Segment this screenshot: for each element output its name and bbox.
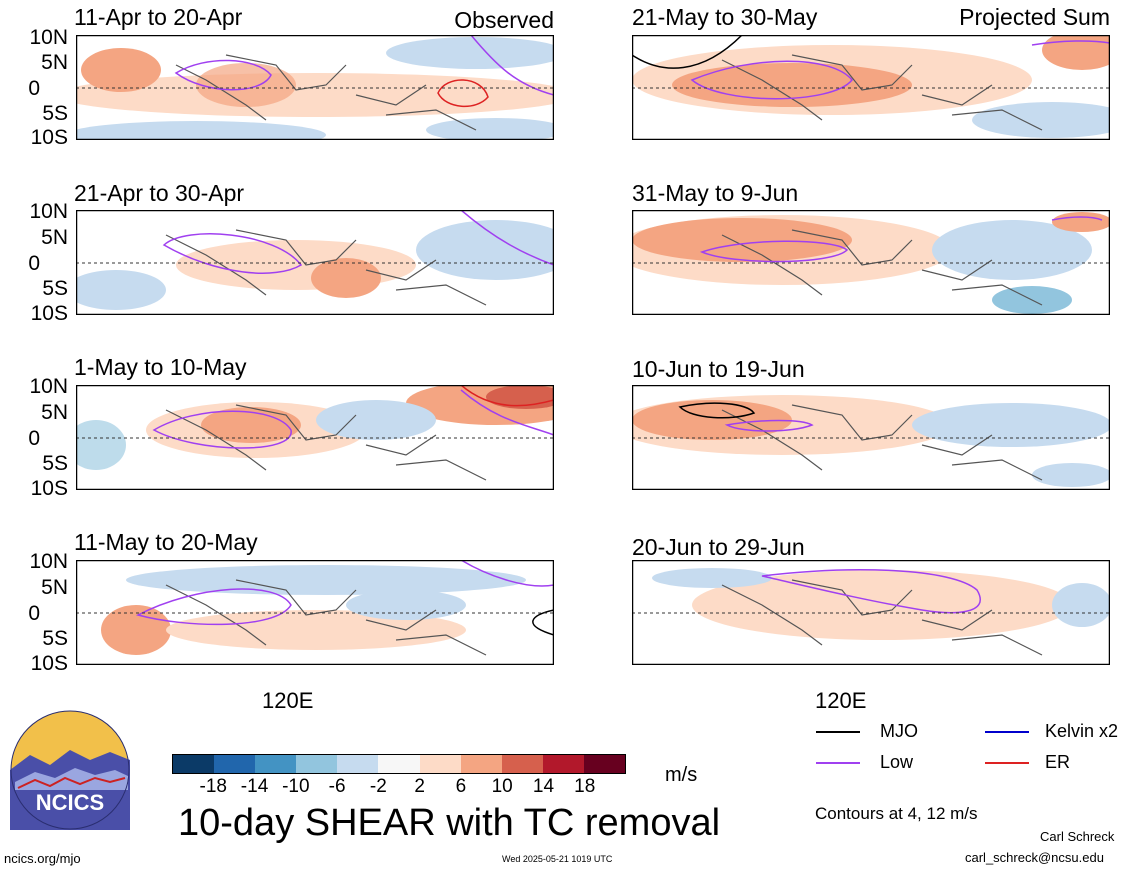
legend-label-kelvin: Kelvin x2 [1045,721,1119,741]
map-panel-31may [632,210,1110,315]
x-axis-label: 120E [262,688,314,713]
colorbar-tick-label: 18 [574,776,596,797]
colorbar-swatch [296,755,338,773]
footer-author: Carl Schreck [1040,829,1115,844]
y-tick-label: 5N [41,51,68,74]
map-panel-21apr [76,210,554,315]
y-tick-label: 5S [42,102,68,125]
y-tick-label: 5N [41,576,68,599]
footer-timestamp: Wed 2025-05-21 1019 UTC [502,854,613,864]
map-panel-21may [632,35,1110,140]
colorbar-swatch [583,755,626,773]
y-tick-label: 10N [29,200,68,223]
y-tick-label: 5S [42,627,68,650]
panel-title: 10-Jun to 19-Jun [632,356,805,382]
legend-label-low: Low [880,752,914,772]
colorbar [172,754,626,774]
y-tick-label: 0 [28,427,40,450]
colorbar-swatch [337,755,379,773]
panel-title: 21-Apr to 30-Apr [74,180,245,206]
y-tick-label: 10N [29,26,68,49]
colorbar-swatch [501,755,543,773]
panel-title: 31-May to 9-Jun [632,180,799,206]
map-panel-11may [76,560,554,665]
colorbar-tick-label: 2 [414,776,425,797]
projected-sum-label: Projected Sum [959,4,1110,30]
map-panel-11apr [76,35,554,140]
legend-line-kelvin [985,731,1029,733]
colorbar-tick-label: 10 [491,776,513,797]
y-tick-label: 10N [29,375,68,398]
colorbar-swatch [460,755,502,773]
legend-line-mjo [816,731,860,733]
colorbar-swatch [214,755,256,773]
map-panel-20jun [632,560,1110,665]
colorbar-swatch [419,755,461,773]
y-tick-label: 10N [29,550,68,573]
legend-label-mjo: MJO [880,721,918,741]
colorbar-swatch [542,755,584,773]
legend-line-er [985,762,1029,764]
colorbar-tick-label: -10 [282,776,310,797]
y-tick-label: 0 [28,602,40,625]
figure-title: 10-day SHEAR with TC removal [178,802,721,844]
colorbar-swatch [173,755,215,773]
units-label: m/s [665,764,698,786]
colorbar-swatch [378,755,420,773]
colorbar-tick-label: 6 [455,776,467,797]
y-tick-label: 5S [42,277,68,300]
ncics-logo: NCICS [10,710,130,830]
y-tick-label: 10S [30,302,68,325]
colorbar-swatch [255,755,297,773]
legend-label-er: ER [1045,752,1071,772]
y-tick-label: 10S [30,477,68,500]
y-tick-label: 5S [42,452,68,475]
colorbar-tick-label: -14 [240,776,269,797]
logo-text: NCICS [35,790,105,815]
map-panel-10jun [632,385,1110,490]
legend-line-low [816,762,860,764]
y-tick-label: 10S [30,126,68,149]
y-tick-label: 0 [28,77,40,100]
contours-note: Contours at 4, 12 m/s [815,804,978,823]
colorbar-tick-label: -18 [199,776,227,797]
y-tick-label: 0 [28,252,40,275]
panel-title: 20-Jun to 29-Jun [632,534,805,560]
y-tick-label: 5N [41,226,68,249]
y-tick-label: 5N [41,401,68,424]
y-tick-label: 10S [30,652,68,675]
panel-title: 21-May to 30-May [632,4,818,30]
map-panel-1may [76,385,554,490]
footer-email[interactable]: carl_schreck@ncsu.edu [965,850,1104,865]
colorbar-tick-label: -2 [369,776,387,797]
panel-title: 11-May to 20-May [74,529,258,555]
colorbar-tick-label: 14 [532,776,555,797]
observed-label: Observed [454,7,554,33]
footer-url[interactable]: ncics.org/mjo [4,851,81,866]
panel-title: 1-May to 10-May [74,354,247,380]
colorbar-tick-label: -6 [328,776,346,797]
x-axis-label: 120E [815,688,867,713]
panel-title: 11-Apr to 20-Apr [74,4,243,30]
